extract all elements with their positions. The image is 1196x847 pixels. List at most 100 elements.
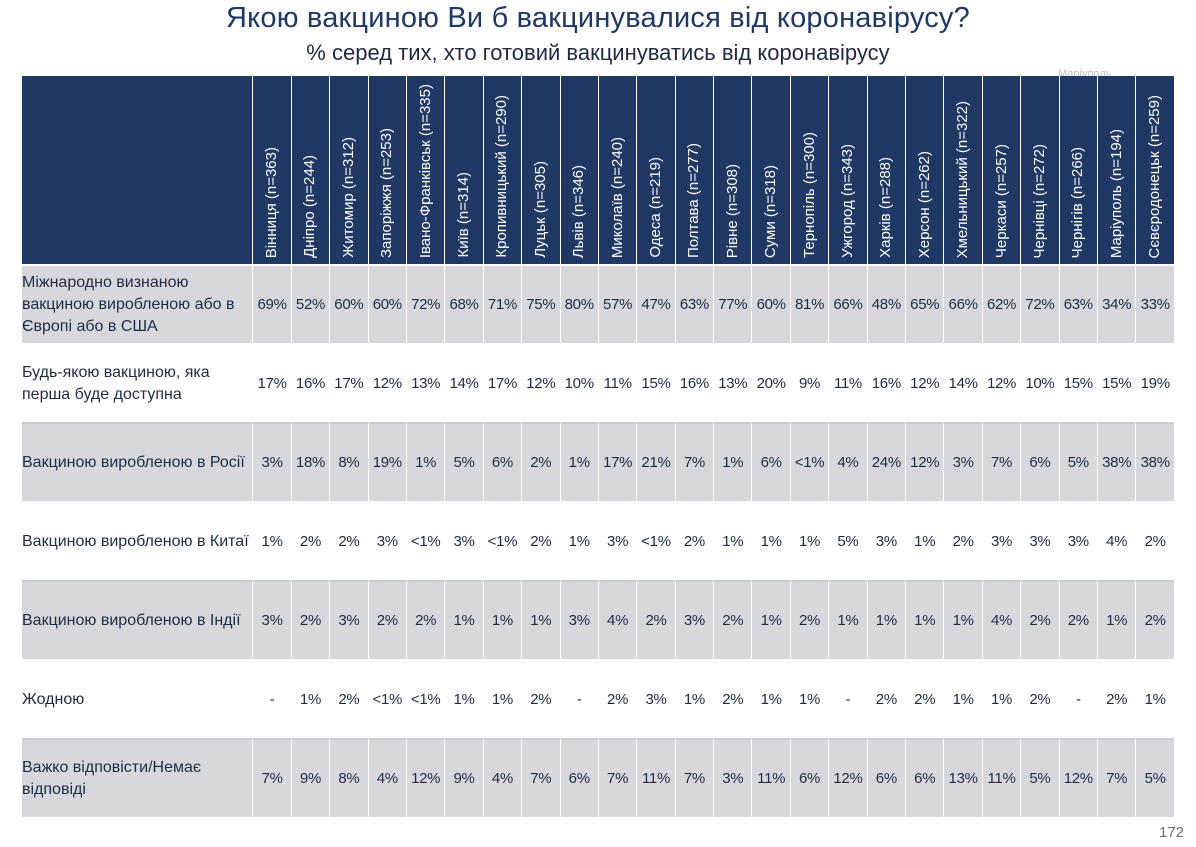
table-cell: 72% (1020, 266, 1059, 345)
column-header-label: Львів (n=346) (570, 164, 588, 258)
column-header: Одеса (n=219) (636, 76, 675, 266)
table-cell: 57% (597, 266, 637, 345)
table-cell: 19% (1135, 345, 1174, 424)
table-cell: 2% (713, 661, 752, 740)
page-number: 172 (1158, 824, 1184, 841)
table-cell: 3% (636, 661, 675, 740)
column-header-label: Харків (n=288) (877, 157, 895, 258)
table-cell: 3% (1058, 503, 1097, 582)
column-header: Хмельницький (n=322) (943, 76, 982, 266)
table-cell: 7% (674, 424, 714, 503)
table-cell: 48% (866, 266, 906, 345)
table-cell: 2% (597, 661, 637, 740)
table-cell: 8% (329, 424, 368, 503)
column-header-label: Ужгород (n=343) (838, 144, 856, 258)
table-cell: - (252, 661, 291, 740)
column-header-label: Кропивницький (n=290) (493, 95, 511, 258)
table-cell: 62% (981, 266, 1021, 345)
column-header: Луцьк (n=305) (521, 76, 560, 266)
table-cell: 2% (866, 661, 906, 740)
column-header: Чернігів (n=266) (1058, 76, 1097, 266)
table-cell: 65% (905, 266, 944, 345)
table-cell: <1% (789, 424, 829, 503)
table-cell: 6% (482, 424, 522, 503)
table-cell: 1% (751, 661, 790, 740)
table-cell: 12% (367, 345, 406, 424)
column-header-label: Миколаїв (n=240) (608, 136, 626, 258)
table-row: Вакциною виробленою в Індії 3% 2% 3% 2% 2% 1% 1… (22, 582, 1174, 661)
column-header: Ужгород (n=343) (828, 76, 867, 266)
table-cell: 15% (1096, 345, 1136, 424)
table-cell: 21% (636, 424, 675, 503)
column-header: Вінниця (n=363) (252, 76, 291, 266)
table-cell: 2% (521, 661, 560, 740)
table-cell: 13% (943, 740, 982, 819)
table-cell: 81% (789, 266, 829, 345)
table-cell: 7% (981, 424, 1021, 503)
table-cell: 14% (943, 345, 982, 424)
table-cell: - (1058, 661, 1097, 740)
table-cell: 11% (597, 345, 637, 424)
table-cell: 4% (981, 582, 1021, 661)
table-cell: 4% (828, 424, 867, 503)
table-cell: 2% (367, 582, 406, 661)
table-cell: <1% (636, 503, 675, 582)
table-cell: 38% (1135, 424, 1174, 503)
table-row: Вакциною виробленою в Росії 3% 18% 8% 19% 1% 5… (22, 424, 1174, 503)
table-body: Міжнародно визнаною вакциною виробленою … (22, 266, 1174, 819)
column-header-label: Суми (n=318) (762, 164, 780, 258)
table-cell: 9% (789, 345, 829, 424)
table-cell: 7% (1096, 740, 1136, 819)
table-cell: 3% (943, 424, 982, 503)
table-cell: 16% (674, 345, 714, 424)
table-cell: 4% (482, 740, 522, 819)
table-cell: 2% (1096, 661, 1136, 740)
table-cell: 4% (367, 740, 406, 819)
row-label: Будь-якою вакциною, яка перша буде досту… (22, 345, 253, 424)
table-cell: - (559, 661, 598, 740)
table-cell: 12% (828, 740, 867, 819)
table-cell: 13% (713, 345, 752, 424)
table-cell: 3% (674, 582, 714, 661)
table-cell: 60% (329, 266, 368, 345)
table-cell: 60% (367, 266, 406, 345)
table-cell: 10% (1020, 345, 1059, 424)
column-header-label: Полтава (n=277) (685, 142, 703, 258)
table-cell: 1% (866, 582, 906, 661)
table-cell: 1% (444, 582, 483, 661)
table-row: Міжнародно визнаною вакциною виробленою … (22, 266, 1174, 345)
table-cell: 3% (252, 424, 291, 503)
column-header: Полтава (n=277) (674, 76, 714, 266)
table-cell: 72% (405, 266, 445, 345)
column-header-label: Одеса (n=219) (646, 157, 664, 258)
table-cell: - (828, 661, 867, 740)
row-label: Вакциною виробленою в Індії (22, 582, 253, 661)
table-cell: 75% (521, 266, 560, 345)
column-header-label: Хмельницький (n=322) (954, 100, 972, 258)
table-cell: 1% (751, 503, 790, 582)
survey-table: Вінниця (n=363) Дніпро (n=244) Житомир (n=… (22, 76, 1174, 819)
table-cell: 3% (559, 582, 598, 661)
column-header-label: Херсон (n=262) (915, 150, 933, 258)
table-header-row: Вінниця (n=363) Дніпро (n=244) Житомир (n=… (22, 76, 1174, 266)
table-cell: 1% (674, 661, 714, 740)
column-header: Маріуполь (n=194) (1096, 76, 1136, 266)
table-cell: 11% (981, 740, 1021, 819)
page-title: Якою вакциною Ви б вакцинувалися від кор… (226, 2, 970, 34)
column-header: Миколаїв (n=240) (597, 76, 637, 266)
table-cell: 12% (405, 740, 445, 819)
column-header-label: Запоріжжя (n=253) (378, 127, 396, 258)
table-cell: 10% (559, 345, 598, 424)
table-cell: 2% (1058, 582, 1097, 661)
table-cell: 60% (751, 266, 790, 345)
table-cell: 16% (866, 345, 906, 424)
table-cell: 6% (559, 740, 598, 819)
column-header-label: Луцьк (n=305) (531, 161, 549, 258)
table-cell: 1% (290, 661, 330, 740)
table-cell: 5% (828, 503, 867, 582)
table-cell: 3% (329, 582, 368, 661)
table-cell: 17% (252, 345, 291, 424)
table-corner-cell (22, 76, 253, 266)
table-cell: 2% (521, 424, 560, 503)
table-cell: <1% (405, 503, 445, 582)
